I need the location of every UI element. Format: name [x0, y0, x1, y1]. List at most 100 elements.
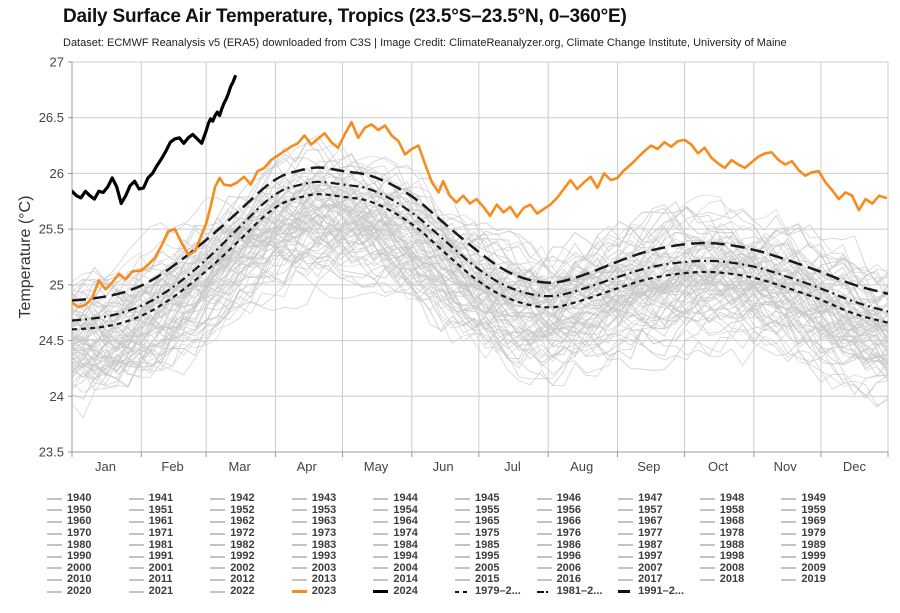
legend-year-label: 1973 [311, 527, 337, 540]
legend-swatch-gray [454, 509, 470, 512]
legend-year-label: 1955 [474, 503, 500, 516]
legend-entry-2002: 2002 [210, 561, 292, 574]
legend-entry-1978: 1978 [699, 528, 782, 539]
legend-entry-1979-2-: 1979–2... [454, 585, 537, 598]
legend-entry-1962: 1962 [210, 516, 292, 527]
legend-year-label: 1974 [393, 527, 418, 540]
legend-year-label: 2013 [311, 573, 337, 586]
legend-entry-1993: 1993 [291, 551, 374, 562]
legend-entry-1943: 1943 [291, 493, 374, 504]
y-axis-tick-label: 25 [50, 277, 64, 292]
legend-swatch-dash-short [454, 590, 470, 593]
legend-year-label: 1999 [801, 550, 826, 563]
legend-swatch-gray [618, 520, 634, 523]
legend-swatch-gray [291, 520, 307, 523]
series-1979-2000-mean-line [72, 193, 888, 331]
legend-year-label: 1968 [719, 515, 745, 528]
legend-swatch-gray [373, 578, 389, 581]
legend-entry-1941: 1941 [128, 493, 211, 504]
legend-swatch-dash-long [618, 590, 634, 594]
page-title: Daily Surface Air Temperature, Tropics (… [63, 6, 627, 27]
legend-year-label: 2009 [801, 561, 826, 574]
legend-entry-2017: 2017 [618, 574, 700, 585]
legend-year-label: 1991 [148, 550, 174, 563]
legend-swatch-gray [454, 567, 470, 570]
x-axis-month-label: Nov [774, 459, 798, 474]
legend-year-label: 2004 [393, 561, 418, 574]
legend-swatch-gray [210, 532, 226, 535]
legend-year-label: 1967 [638, 515, 663, 528]
legend-entry-2020: 2020 [47, 586, 129, 597]
legend-entry-1970: 1970 [47, 528, 129, 539]
legend-year-label: 1948 [719, 492, 745, 505]
legend-year-label: 1954 [393, 503, 418, 516]
x-axis-month-label: May [364, 459, 389, 474]
x-axis-month-label: Jun [433, 459, 454, 474]
legend-swatch-gray [373, 509, 389, 512]
legend-year-label: 1981–2... [556, 585, 603, 598]
legend-entry-1977: 1977 [618, 528, 700, 539]
legend-year-label: 1992 [230, 550, 255, 563]
legend-year-label: 1991–2... [638, 585, 685, 598]
legend-swatch-gray [210, 497, 226, 500]
legend-swatch-gray [47, 544, 62, 547]
legend-year-label: 1976 [556, 527, 582, 540]
legend-swatch-gray [373, 567, 389, 570]
legend-entry-1984: 1984 [373, 539, 455, 551]
legend-swatch-gray [47, 497, 62, 500]
legend-year-label: 2002 [230, 561, 255, 574]
legend-year-label: 1942 [230, 492, 255, 505]
legend-swatch-gray [47, 509, 62, 512]
year-line [72, 240, 888, 361]
legend-year-label: 2022 [230, 585, 255, 598]
legend-year-label: 1979 [801, 527, 826, 540]
legend-swatch-gray [618, 567, 634, 570]
legend-swatch-gray [128, 555, 144, 558]
legend-entry-1995: 1995 [454, 551, 537, 562]
legend-year-label: 2012 [230, 573, 255, 586]
legend-swatch-gray [128, 590, 144, 593]
legend-swatch-gray [536, 578, 552, 581]
legend-year-label: 1979–2... [474, 585, 521, 598]
y-axis-tick-label: 24.5 [39, 333, 64, 348]
legend-entry-1987: 1987 [618, 538, 700, 551]
legend-entry-1953: 1953 [291, 504, 374, 516]
legend-year-label: 1947 [638, 492, 663, 505]
legend-swatch-gray [699, 578, 715, 581]
legend-entry-2003: 2003 [291, 562, 374, 574]
year-line [72, 154, 888, 296]
legend-swatch-gray [128, 520, 144, 523]
year-line [72, 173, 888, 304]
year-line [72, 210, 888, 366]
x-axis-month-label: Dec [843, 459, 867, 474]
legend-year-label: 1970 [67, 527, 92, 540]
legend-swatch-gray [781, 497, 797, 500]
legend-swatch-gray [291, 509, 307, 512]
legend-entry-1960: 1960 [47, 516, 129, 527]
legend-year-label: 2008 [719, 561, 745, 574]
year-line [72, 134, 888, 304]
legend-year-label: 2000 [67, 561, 92, 574]
legend-swatch-gray [47, 590, 62, 593]
legend-swatch-gray [291, 555, 307, 558]
legend-swatch-gray [699, 509, 715, 512]
legend-swatch-orange [291, 590, 307, 594]
year-line [72, 175, 888, 329]
legend-swatch-gray [128, 497, 144, 500]
legend-entry-1969: 1969 [781, 516, 863, 527]
legend-entry-1958: 1958 [699, 503, 782, 516]
legend-year-label: 2023 [311, 585, 337, 598]
legend-entry-1982: 1982 [210, 539, 292, 551]
legend-entry-2024: 2024 [373, 586, 455, 597]
legend-entry-2009: 2009 [781, 561, 863, 574]
legend-swatch-gray [373, 497, 389, 500]
legend-year-label: 1958 [719, 503, 745, 516]
legend-year-label: 1961 [148, 515, 174, 528]
legend-swatch-gray [210, 544, 226, 547]
legend-entry-2012: 2012 [210, 574, 292, 585]
plot-area[interactable] [72, 62, 888, 452]
year-line [72, 269, 888, 419]
legend-swatch-gray [128, 578, 144, 581]
legend-year-label: 1987 [638, 538, 663, 551]
legend-swatch-gray [454, 497, 470, 500]
